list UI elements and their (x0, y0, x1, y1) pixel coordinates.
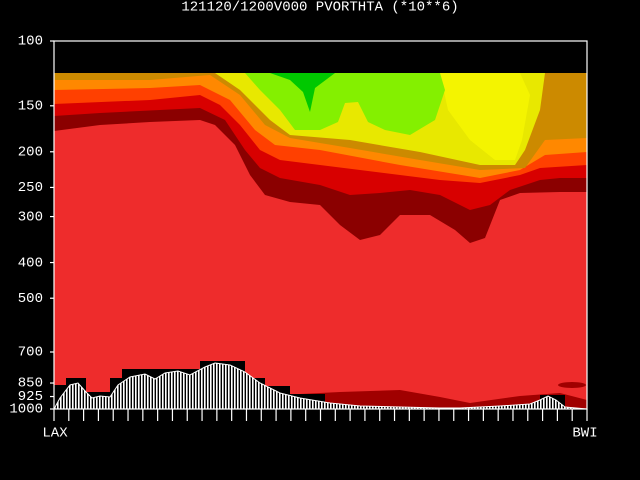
y-tick-label: 200 (18, 144, 43, 160)
x-label: BWI (572, 426, 597, 442)
y-tick-label: 500 (18, 291, 43, 307)
y-tick-label: 100 (18, 34, 43, 50)
pv-surface-darkred (290, 390, 587, 409)
terrain (54, 362, 587, 409)
y-tick-label: 250 (18, 180, 43, 196)
y-tick-label: 850 (18, 376, 43, 392)
no-data (54, 41, 587, 73)
y-tick-label: 925 (18, 389, 43, 405)
chart-title: 121120/1200V000 PVORTHTA (*10**6) (181, 0, 458, 16)
y-tick-label: 700 (18, 345, 43, 361)
pv-surface-darkred (558, 382, 586, 388)
x-label: LAX (42, 426, 68, 442)
y-tick-label: 1000 (9, 402, 43, 418)
y-tick-label: 300 (18, 209, 43, 225)
y-tick-label: 400 (18, 255, 43, 271)
y-tick-label: 150 (18, 99, 43, 115)
pv-field (54, 41, 587, 409)
x-ticks (53, 409, 588, 421)
